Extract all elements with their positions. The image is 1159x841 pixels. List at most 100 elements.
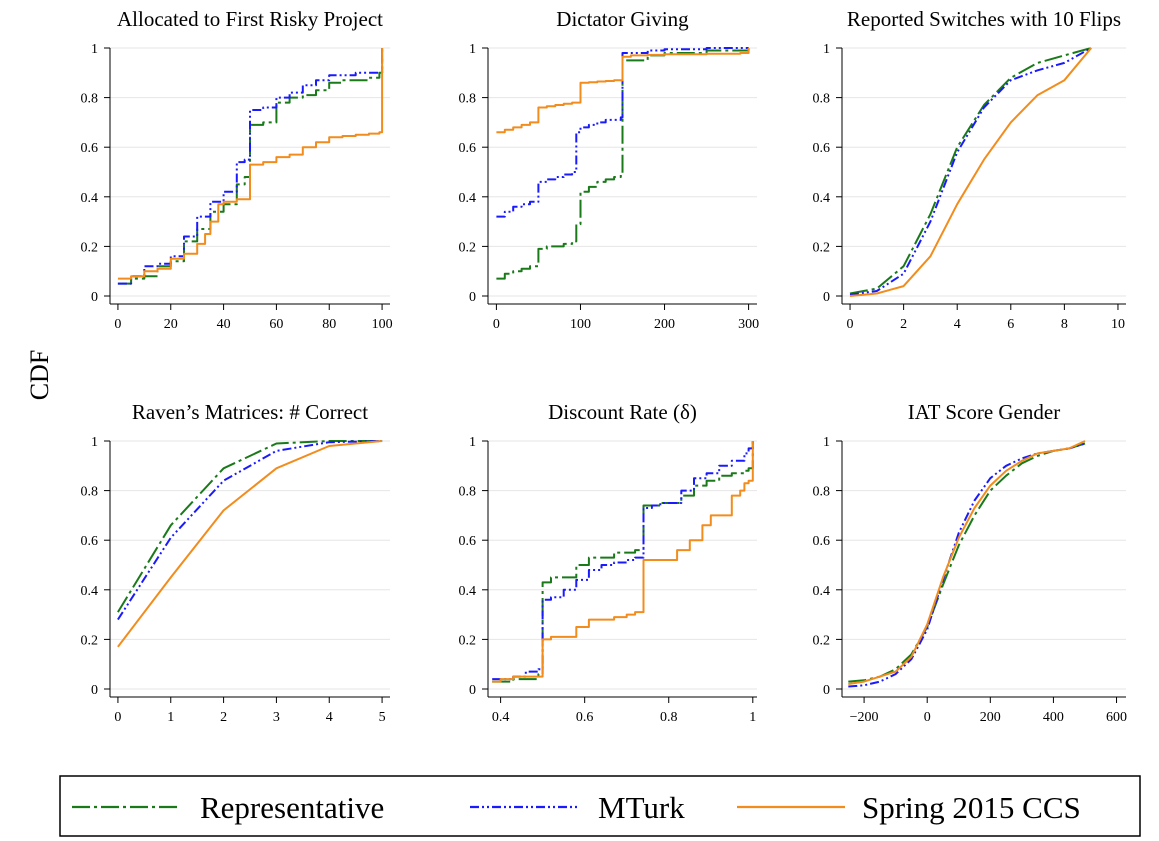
y-tick-label: 0.2	[81, 633, 99, 648]
y-tick-label: 0.6	[81, 534, 99, 549]
y-tick-label: 0.6	[813, 141, 831, 156]
legend-label-mturk: MTurk	[598, 790, 685, 825]
y-tick-label: 0.8	[459, 485, 477, 500]
x-tick-label: 80	[322, 317, 336, 332]
x-tick-label: 0.6	[576, 710, 594, 725]
chart-title: Discount Rate (δ)	[548, 400, 697, 424]
series-line-representative	[849, 47, 1092, 295]
x-tick-label: 3	[273, 710, 280, 725]
chart-panel: Dictator Giving 0 0.2 0.4 0.6 0.8 1 0 100 200 300	[459, 7, 760, 332]
x-tick-label: 6	[1007, 317, 1014, 332]
series-line-representative	[492, 441, 754, 683]
y-tick-label: 0.6	[459, 141, 477, 156]
x-tick-label: 200	[980, 710, 1001, 725]
y-tick-label: 0.2	[813, 633, 831, 648]
series-line-ccs	[849, 47, 1092, 297]
x-tick-label: 100	[570, 317, 591, 332]
y-tick-label: 0.8	[81, 485, 99, 500]
y-tick-label: 0.4	[81, 191, 99, 206]
y-tick-label: 1	[469, 435, 476, 450]
y-tick-label: 0	[469, 290, 476, 305]
series-line-ccs	[117, 48, 384, 280]
x-tick-label: −200	[850, 710, 879, 725]
y-tick-label: 0.2	[459, 240, 477, 255]
series-line-mturk	[492, 441, 754, 681]
chart-title: IAT Score Gender	[908, 400, 1060, 424]
y-tick-label: 0.6	[81, 141, 99, 156]
chart-panels: Allocated to First Risky Project 0 0.2 0.4 0…	[81, 7, 1128, 725]
x-tick-label: 0	[114, 317, 121, 332]
x-tick-label: 10	[1111, 317, 1125, 332]
series-line-mturk	[117, 48, 384, 285]
x-tick-label: 0	[847, 317, 854, 332]
y-tick-label: 1	[91, 42, 98, 57]
y-tick-label: 0	[91, 683, 98, 698]
series-line-ccs	[496, 48, 750, 134]
x-tick-label: 200	[654, 317, 675, 332]
chart-title: Dictator Giving	[556, 7, 689, 31]
y-tick-label: 0.8	[459, 92, 477, 107]
x-tick-label: 0	[924, 710, 931, 725]
chart-panel: IAT Score Gender 0 0.2 0.4 0.6 0.8 1 −200 0 200 40…	[813, 400, 1128, 725]
chart-title: Allocated to First Risky Project	[117, 7, 383, 31]
y-tick-label: 0.4	[459, 191, 477, 206]
legend-box	[59, 775, 1141, 837]
y-tick-label: 0	[823, 290, 830, 305]
series-line-ccs	[848, 440, 1086, 685]
y-tick-label: 0.4	[813, 191, 831, 206]
chart-panel: Reported Switches with 10 Flips 0 0.2 0.4 0.…	[813, 7, 1126, 332]
x-tick-label: 600	[1106, 710, 1127, 725]
y-tick-label: 1	[469, 42, 476, 57]
y-tick-label: 0.6	[813, 534, 831, 549]
y-tick-label: 0.8	[813, 92, 831, 107]
x-tick-label: 1	[167, 710, 174, 725]
x-tick-label: 40	[217, 317, 231, 332]
x-tick-label: 5	[379, 710, 386, 725]
y-tick-label: 0.4	[81, 584, 99, 599]
chart-title: Reported Switches with 10 Flips	[847, 7, 1121, 31]
x-tick-label: 20	[164, 317, 178, 332]
y-tick-label: 0	[823, 683, 830, 698]
y-tick-label: 0.8	[81, 92, 99, 107]
x-tick-label: 60	[269, 317, 283, 332]
y-tick-label: 0.8	[813, 485, 831, 500]
x-tick-label: 2	[220, 710, 227, 725]
x-tick-label: 2	[900, 317, 907, 332]
x-tick-label: 100	[372, 317, 393, 332]
chart-title: Raven’s Matrices: # Correct	[132, 400, 368, 424]
legend-label-ccs: Spring 2015 CCS	[862, 790, 1081, 825]
x-tick-label: 300	[738, 317, 759, 332]
y-tick-label: 0	[469, 683, 476, 698]
y-tick-label: 0.4	[459, 584, 477, 599]
y-tick-label: 1	[823, 435, 830, 450]
series-line-mturk	[848, 442, 1086, 688]
series-line-representative	[496, 48, 750, 280]
x-tick-label: 1	[749, 710, 756, 725]
chart-panel: Discount Rate (δ) 0 0.2 0.4 0.6 0.8 1 0.4 0.6 0.8…	[459, 400, 757, 725]
x-tick-label: 0.4	[492, 710, 510, 725]
chart-panel: Raven’s Matrices: # Correct 0 0.2 0.4 0.6 0.8…	[81, 400, 390, 725]
series-line-representative	[848, 442, 1086, 683]
chart-panel: Allocated to First Risky Project 0 0.2 0.4 0…	[81, 7, 393, 332]
series-line-ccs	[117, 440, 383, 648]
x-tick-label: 4	[326, 710, 333, 725]
series-line-mturk	[117, 440, 383, 621]
x-tick-label: 0	[493, 317, 500, 332]
legend-label-representative: Representative	[200, 790, 384, 825]
y-tick-label: 0.2	[81, 240, 99, 255]
y-tick-label: 1	[91, 435, 98, 450]
y-tick-label: 0.2	[813, 240, 831, 255]
x-tick-label: 4	[954, 317, 961, 332]
x-tick-label: 8	[1061, 317, 1068, 332]
x-tick-label: 0.8	[660, 710, 678, 725]
x-tick-label: 400	[1043, 710, 1064, 725]
y-tick-label: 0.2	[459, 633, 477, 648]
y-tick-label: 0.6	[459, 534, 477, 549]
series-line-ccs	[492, 441, 754, 683]
series-line-mturk	[496, 47, 749, 218]
y-tick-label: 1	[823, 42, 830, 57]
x-tick-label: 0	[114, 710, 121, 725]
y-axis-label: CDF	[25, 350, 54, 401]
y-tick-label: 0	[91, 290, 98, 305]
